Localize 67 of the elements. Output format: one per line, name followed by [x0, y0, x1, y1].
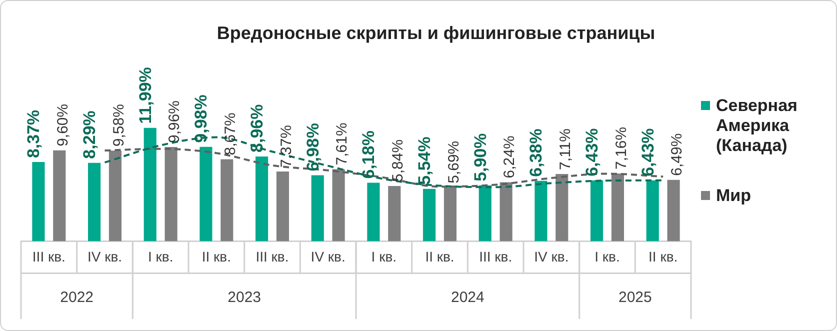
data-label: 6,43% [638, 128, 658, 176]
bar [276, 172, 289, 242]
x-tick-label: I кв. [148, 248, 174, 264]
data-label: 7,61% [334, 122, 351, 166]
bar [367, 182, 380, 242]
legend-label: Северная Америка (Канада) [716, 96, 798, 156]
data-label: 9,98% [192, 94, 211, 143]
x-tick-label: II кв. [648, 248, 678, 264]
data-label: 7,16% [612, 126, 630, 170]
bar [478, 185, 492, 242]
bar [444, 187, 456, 242]
data-label: 8,67% [222, 112, 240, 156]
data-label: 9,60% [54, 104, 72, 146]
text: 2022 [60, 289, 94, 306]
bar [311, 175, 324, 242]
data-label: 11,99% [136, 67, 155, 124]
data-label: 6,24% [501, 136, 518, 178]
bar [534, 180, 548, 242]
bar [53, 150, 66, 242]
data-label: 5,69% [445, 140, 462, 184]
data-label: 5,84% [390, 139, 407, 182]
text: 2023 [228, 289, 262, 306]
data-label: 6,43% [582, 128, 602, 176]
data-label: 7,11% [557, 128, 574, 170]
data-label: 9,96% [166, 100, 184, 144]
data-label: 8,37% [24, 110, 44, 158]
bar [611, 174, 624, 242]
bar [108, 150, 122, 242]
bar [200, 146, 212, 242]
x-tick-label: II кв. [202, 248, 231, 264]
bar [667, 180, 680, 242]
text: 2025 [618, 289, 652, 306]
data-label: 6,18% [359, 130, 378, 179]
legend-label: Мир [716, 186, 751, 206]
bar [590, 180, 604, 242]
x-tick-label: III кв. [479, 248, 512, 264]
data-label: 5,90% [470, 133, 490, 182]
bar [32, 162, 45, 242]
x-tick-label: III кв. [256, 248, 289, 264]
bar [164, 147, 178, 242]
data-label: 8,96% [247, 104, 266, 152]
bar [220, 159, 234, 242]
x-tick-label: II кв. [425, 248, 454, 264]
data-label: 7,37% [278, 124, 295, 168]
bar [332, 169, 345, 242]
x-tick-label: III кв. [32, 248, 66, 264]
chart-title: Вредоносные скрипты и фишинговые страницы [216, 23, 656, 44]
data-label: 8,29% [80, 110, 99, 159]
bar [556, 174, 568, 242]
data-label: 6,38% [526, 128, 546, 177]
data-label: 5,54% [414, 136, 434, 185]
data-label: 6,49% [668, 133, 686, 176]
data-label: 6,98% [303, 122, 322, 172]
x-tick-label: I кв. [594, 248, 620, 264]
bar [88, 162, 101, 242]
x-tick-label: IV кв. [534, 248, 569, 264]
text: 2024 [450, 289, 484, 306]
data-label: 9,58% [110, 104, 128, 147]
bar [500, 182, 512, 242]
bar [423, 188, 436, 242]
bar [646, 180, 659, 242]
x-tick-label: I кв. [371, 248, 397, 264]
bar [256, 156, 268, 242]
x-tick-label: IV кв. [87, 248, 122, 264]
x-tick-label: IV кв. [310, 248, 346, 264]
bar [144, 128, 156, 242]
bar [388, 186, 401, 242]
